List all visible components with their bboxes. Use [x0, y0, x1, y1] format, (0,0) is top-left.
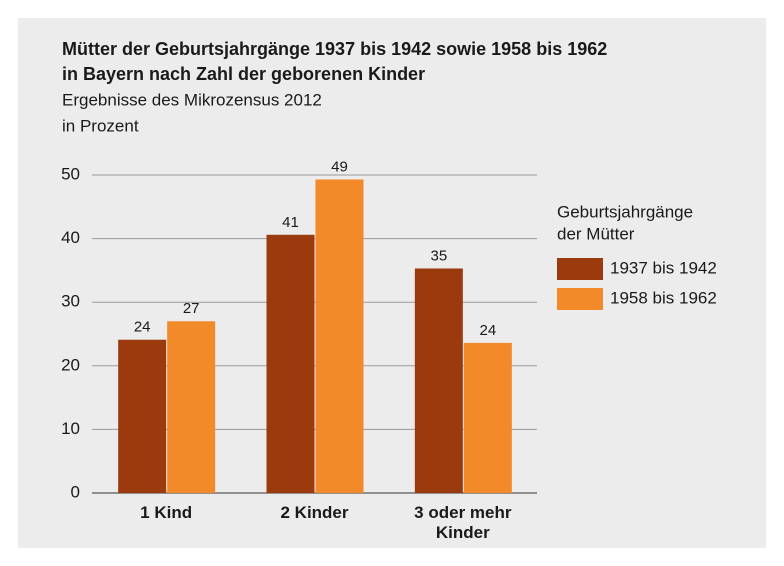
- value-label: 49: [331, 158, 348, 175]
- bar: [414, 268, 463, 493]
- y-tick-label: 30: [61, 292, 80, 311]
- value-label: 24: [479, 322, 496, 339]
- bar: [266, 234, 315, 493]
- chart-title: Mütter der Geburtsjahrgänge 1937 bis 194…: [62, 39, 607, 59]
- unit-label: in Prozent: [62, 116, 139, 135]
- chart-title: in Bayern nach Zahl der geborenen Kinder: [62, 64, 425, 84]
- value-label: 41: [282, 214, 299, 231]
- value-label: 24: [134, 319, 151, 336]
- legend-swatch: [557, 288, 603, 310]
- y-tick-label: 20: [61, 355, 80, 374]
- legend-label: 1937 bis 1942: [610, 258, 717, 277]
- subtitle: Ergebnisse des Mikrozensus 2012: [62, 90, 322, 109]
- bar: [463, 342, 512, 493]
- legend-title: der Mütter: [557, 224, 635, 243]
- value-label: 27: [183, 300, 200, 317]
- y-tick-label: 10: [61, 419, 80, 438]
- bar: [118, 339, 167, 493]
- y-tick-label: 50: [61, 164, 80, 183]
- bar: [315, 179, 364, 493]
- value-label: 35: [430, 247, 447, 264]
- bar: [167, 321, 216, 493]
- y-tick-label: 0: [71, 482, 80, 501]
- x-tick-label: 2 Kinder: [280, 503, 349, 522]
- legend-label: 1958 bis 1962: [610, 288, 717, 307]
- x-tick-label: 1 Kind: [140, 503, 193, 522]
- legend-swatch: [557, 258, 603, 280]
- legend-title: Geburtsjahrgänge: [557, 202, 693, 221]
- y-tick-label: 40: [61, 228, 80, 247]
- x-tick-label: 3 oder mehr Kinder: [414, 503, 512, 542]
